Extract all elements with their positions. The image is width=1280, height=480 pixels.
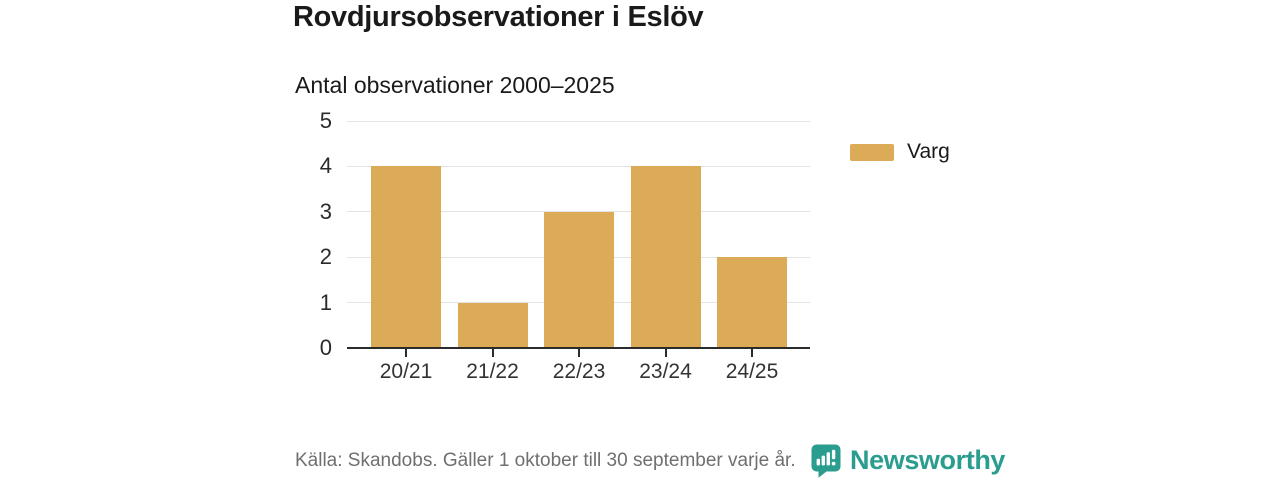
bar-24-25 — [717, 257, 787, 348]
x-tick-24-25 — [751, 349, 753, 357]
y-tick-label-3: 3 — [319, 198, 332, 224]
x-tick-22-23 — [578, 349, 580, 357]
y-axis: 0 1 2 3 4 5 — [270, 109, 332, 360]
bar-20-21 — [371, 166, 441, 348]
newsworthy-wordmark: Newsworthy — [850, 445, 1006, 475]
page-title: Rovdjursobservationer i Eslöv — [293, 1, 704, 33]
y-tick-label-0: 0 — [319, 335, 332, 360]
x-tick-label-21-22: 21/22 — [466, 360, 519, 383]
chart-subtitle: Antal observationer 2000–2025 — [295, 72, 615, 98]
source-note: Källa: Skandobs. Gäller 1 oktober till 3… — [295, 450, 796, 471]
bar-22-23 — [544, 211, 614, 348]
y-tick-label-5: 5 — [319, 108, 332, 133]
y-tick-label-4: 4 — [319, 153, 332, 179]
legend-item-varg[interactable]: Varg — [850, 140, 950, 164]
y-tick-label-2: 2 — [319, 244, 332, 270]
x-tick-label-23-24: 23/24 — [639, 360, 692, 383]
x-tick-label-24-25: 24/25 — [725, 360, 779, 383]
y-tick-label-1: 1 — [319, 289, 332, 315]
gridline-4 — [347, 165, 810, 167]
newsworthy-logo[interactable]: Newsworthy — [811, 443, 1005, 478]
x-tick-23-24 — [664, 349, 667, 357]
x-tick-label-22-23: 22/23 — [552, 360, 606, 383]
bar-21-22 — [457, 302, 528, 348]
legend-label-varg: Varg — [907, 140, 950, 163]
x-axis-line — [347, 347, 810, 349]
plot-area — [347, 120, 810, 349]
x-tick-20-21 — [405, 349, 407, 357]
x-axis: 20/21 21/22 22/23 23/24 24/25 — [347, 349, 810, 394]
gridline-5 — [347, 120, 810, 122]
legend-swatch-varg — [850, 143, 894, 161]
x-tick-label-20-21: 20/21 — [379, 360, 433, 383]
bar-23-24 — [630, 166, 701, 348]
newsworthy-bubble-icon — [811, 444, 841, 478]
x-tick-21-22 — [491, 349, 494, 357]
